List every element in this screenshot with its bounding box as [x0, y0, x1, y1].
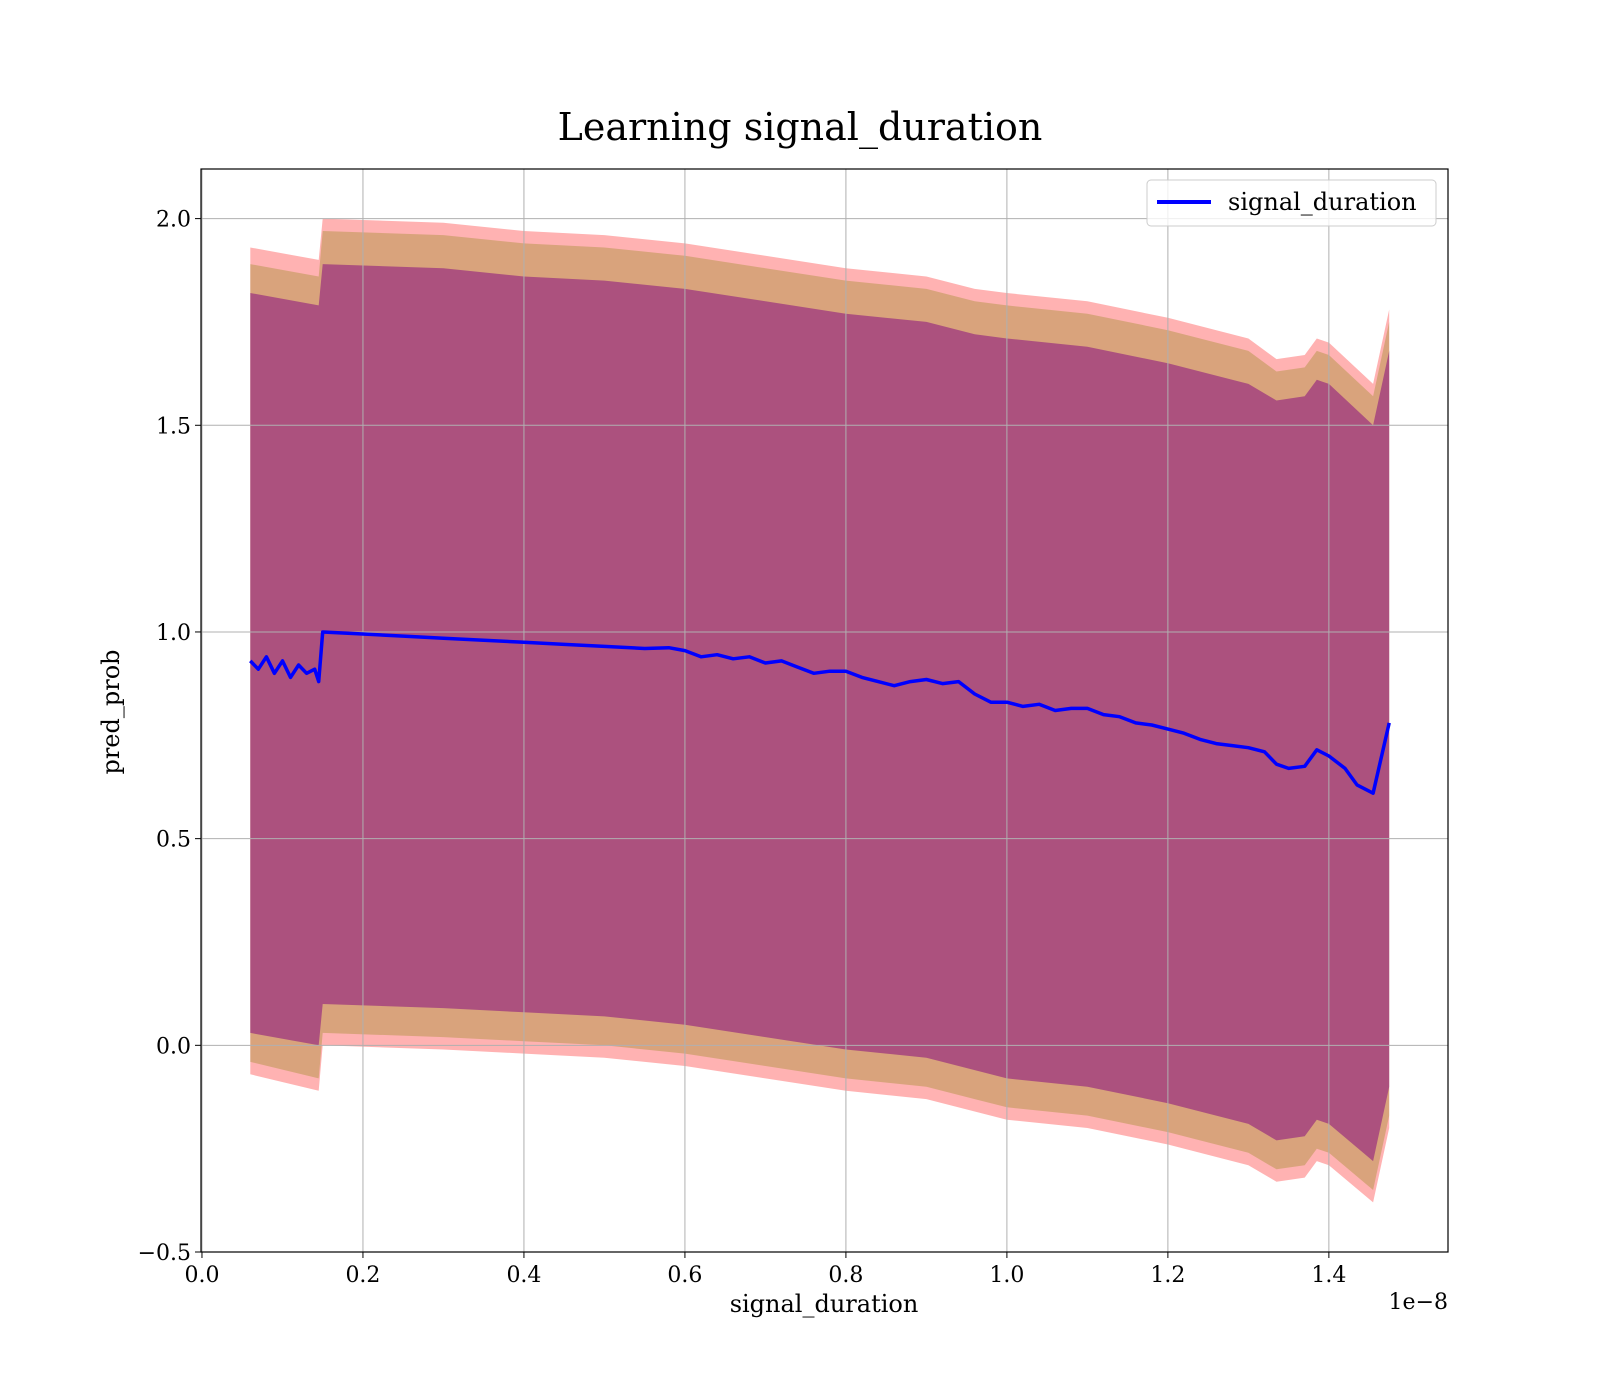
legend-box: [1146, 179, 1437, 227]
x-tick-label: 0.4: [506, 1263, 541, 1288]
x-tick-label: 0.2: [345, 1263, 380, 1288]
y-tick-label: 0.0: [156, 1034, 191, 1059]
plot-frame: [200, 168, 1449, 1253]
series-lines: [249, 630, 1391, 795]
x-tick-label: 0.8: [828, 1263, 863, 1288]
x-tick-label: 1.0: [989, 1263, 1024, 1288]
y-tick-label: 1.0: [156, 621, 191, 646]
y-tick-label: −0.5: [138, 1241, 191, 1266]
y-tick-label: 1.5: [156, 414, 191, 439]
chart-title: Learning signal_duration: [558, 105, 1043, 150]
x-tick-label: 1.2: [1150, 1263, 1185, 1288]
series-line-signal-duration: [249, 630, 1391, 795]
y-tick-label: 2.0: [156, 208, 191, 233]
axis-ticks: 0.0 0.2 0.4 0.6 0.8 1.0 1.2 1.4−0.50.00.51.01.5…: [138, 208, 1347, 1288]
x-axis-offset-label: 1e−8: [1389, 1290, 1448, 1315]
confidence-bands: [250, 218, 1390, 1203]
x-tick-label: 0.0: [184, 1263, 219, 1288]
legend-label-signal-duration: signal_duration: [1228, 188, 1417, 216]
x-axis-label: signal_duration: [730, 1290, 919, 1318]
x-tick-label: 0.6: [667, 1263, 702, 1288]
legend: signal_duration: [1146, 179, 1437, 227]
y-tick-label: 0.5: [156, 828, 191, 853]
x-tick-label: 1.4: [1311, 1263, 1346, 1288]
band-inner: [250, 264, 1390, 1162]
y-axis-label: pred_prob: [97, 649, 125, 774]
